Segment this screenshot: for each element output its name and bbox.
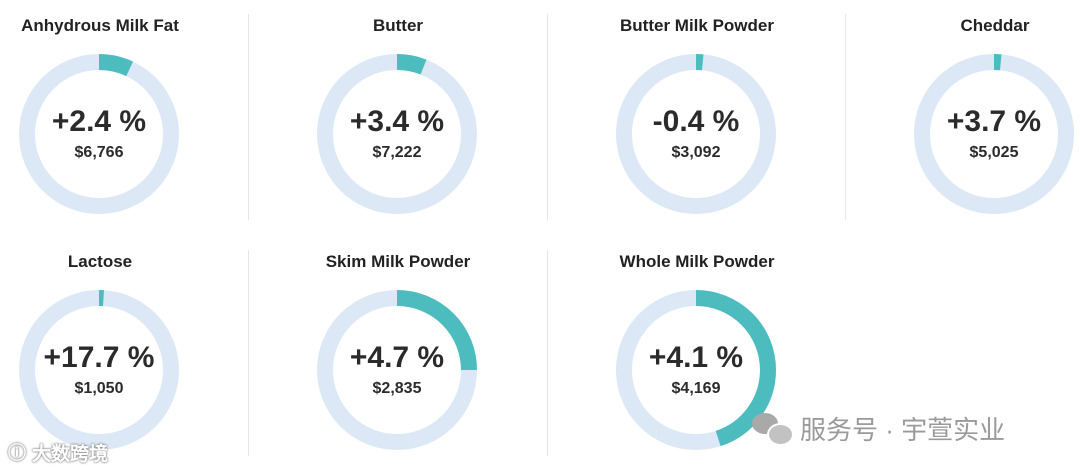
donut-center: +2.4 % $6,766 [19,54,179,214]
donut-arc [616,290,776,450]
donut-ring [616,290,776,450]
donut-arc [616,54,776,214]
price-value: $3,092 [671,144,721,161]
card-lactose: Lactose +17.7 % $1,050 [0,236,200,456]
change-percent: +3.7 % [946,105,1042,138]
watermark-right-text: 服务号 · 宇萱实业 [800,414,1006,445]
card-title: Butter [372,16,424,35]
donut-center: +17.7 % $1,050 [19,290,179,450]
donut-center: +3.7 % $5,025 [914,54,1074,214]
column-divider [547,250,548,456]
donut-ring [914,54,1074,214]
card-title: Cheddar [960,16,1030,35]
card-skim-milk-powder: Skim Milk Powder +4.7 % $2,835 [298,236,498,456]
card-title: Anhydrous Milk Fat [21,16,179,35]
donut-center: +4.7 % $2,835 [317,290,477,450]
change-percent: +4.7 % [349,341,445,374]
card-anhydrous-milk-fat: Anhydrous Milk Fat +2.4 % $6,766 [0,0,200,220]
donut-ring [19,290,179,450]
card-cheddar: Cheddar +3.7 % $5,025 [895,0,1080,220]
watermark-left-text: 大数跨境 [32,443,109,465]
change-percent: +4.1 % [648,341,744,374]
donut-arc [317,54,477,214]
card-title: Whole Milk Powder [619,252,775,271]
column-divider [845,14,846,220]
donut-ring [317,54,477,214]
change-percent: +3.4 % [349,105,445,138]
card-title: Skim Milk Powder [325,252,471,271]
donut-ring [317,290,477,450]
price-value: $6,766 [74,144,124,161]
donut-arc [914,54,1074,214]
change-percent: -0.4 % [652,105,740,138]
change-percent: +17.7 % [43,341,155,374]
donut-center: -0.4 % $3,092 [616,54,776,214]
wechat-icon [752,411,794,446]
watermark-left: ⓘ 大数跨境 [8,438,108,466]
donut-ring [616,54,776,214]
donut-arc [19,54,179,214]
donut-arc [19,290,179,450]
change-percent: +2.4 % [51,105,147,138]
column-divider [547,14,548,220]
price-value: $7,222 [372,144,422,161]
price-value: $5,025 [969,144,1019,161]
card-title: Lactose [67,252,133,271]
price-value: $1,050 [74,380,124,397]
watermark-right: 服务号 · 宇萱实业 [752,408,1005,448]
column-divider [248,14,249,220]
weibo-icon: ⓘ [8,443,26,463]
donut-center: +4.1 % $4,169 [616,290,776,450]
card-butter: Butter +3.4 % $7,222 [298,0,498,220]
price-value: $2,835 [372,380,422,397]
donut-center: +3.4 % $7,222 [317,54,477,214]
price-value: $4,169 [671,380,721,397]
column-divider [248,250,249,456]
donut-ring [19,54,179,214]
card-title: Butter Milk Powder [620,16,774,35]
donut-arc [317,290,477,450]
card-whole-milk-powder: Whole Milk Powder +4.1 % $4,169 [597,236,797,456]
card-butter-milk-powder: Butter Milk Powder -0.4 % $3,092 [597,0,797,220]
